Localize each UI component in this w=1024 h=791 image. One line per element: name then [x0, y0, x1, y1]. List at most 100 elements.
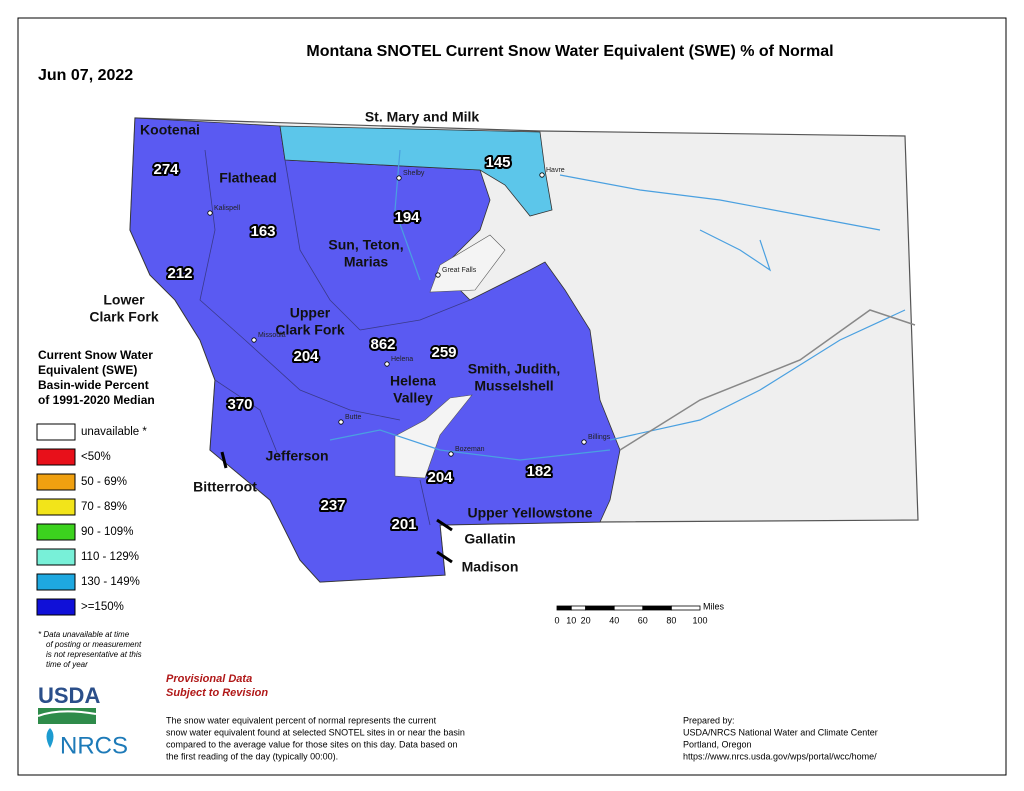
nrcs-text: NRCS — [60, 732, 128, 759]
basin-name: Marias — [344, 254, 389, 270]
basin-value: 370 — [227, 396, 252, 413]
frame — [17, 17, 1007, 776]
basin-boundary — [284, 159, 361, 331]
leader-line — [436, 518, 453, 532]
description: snow water equivalent found at selected … — [166, 727, 465, 737]
leader-line — [220, 451, 228, 469]
city-label: Butte — [345, 414, 361, 421]
scale-segment — [556, 605, 572, 611]
river — [559, 174, 881, 231]
legend-swatch — [36, 473, 76, 491]
highway — [619, 309, 916, 451]
city-label: Shelby — [403, 170, 425, 177]
basin-name: Helena — [390, 373, 436, 389]
prepared-by: USDA/NRCS National Water and Climate Cen… — [683, 727, 878, 737]
city-marker — [435, 272, 441, 278]
basin-fill-130 — [279, 125, 553, 217]
basin-name: Smith, Judith, — [468, 361, 561, 377]
description: The snow water equivalent percent of nor… — [166, 715, 437, 725]
basin-name: Upper — [290, 305, 331, 321]
nrcs-drop — [46, 728, 54, 748]
city-marker — [396, 175, 402, 181]
basin-value: 163 — [250, 223, 275, 240]
basin-value: 862 — [370, 336, 395, 353]
basin-name: Gallatin — [464, 531, 515, 547]
description: compared to the average value for those … — [166, 739, 458, 749]
basin-value: 259 — [431, 344, 456, 361]
scale-segment — [585, 605, 615, 611]
basin-boundaries — [199, 149, 471, 526]
river — [394, 149, 421, 281]
basin-value: 145 — [485, 154, 510, 171]
provisional-note: Provisional Data — [166, 673, 252, 685]
city-label: Great Falls — [442, 267, 477, 274]
legend-swatch — [36, 598, 76, 616]
legend-swatch — [36, 573, 76, 591]
leader-line — [436, 550, 453, 564]
basin-value: 182 — [526, 463, 551, 480]
basin-name: Bitterroot — [193, 479, 257, 495]
basin-name: Madison — [462, 559, 519, 575]
usda-text: USDA — [38, 683, 100, 708]
scale-segment — [642, 605, 672, 611]
river — [329, 429, 611, 461]
leader-lines — [220, 451, 453, 564]
provisional-note: Subject to Revision — [166, 687, 268, 699]
basin-value: 212 — [167, 265, 192, 282]
scale-tick-label: 80 — [666, 615, 676, 625]
basin-fill-high — [129, 117, 621, 583]
basin-boundary — [214, 379, 281, 461]
legend-label: 130 - 149% — [81, 576, 140, 588]
city-label: Billings — [588, 434, 611, 441]
city-marker — [581, 439, 587, 445]
legend-swatch — [36, 498, 76, 516]
legend-label: unavailable * — [81, 426, 147, 438]
city-marker — [251, 337, 257, 343]
prepared-by: https://www.nrcs.usda.gov/wps/portal/wcc… — [683, 751, 877, 761]
basin-value: 194 — [394, 209, 420, 226]
river — [609, 309, 906, 441]
basin-name: Kootenai — [140, 122, 200, 138]
city-marker — [448, 451, 454, 457]
description: the first reading of the day (typically … — [166, 751, 338, 761]
city-label: Helena — [391, 356, 413, 363]
scale-tick-label: 40 — [609, 615, 619, 625]
basin-name: Flathead — [219, 170, 277, 186]
legend-label: <50% — [81, 451, 111, 463]
basin-value: 274 — [153, 161, 179, 178]
basin-name: St. Mary and Milk — [365, 109, 480, 125]
usda-logo: USDA NRCS — [37, 683, 128, 759]
basin-value: 204 — [427, 469, 453, 486]
state-map — [129, 117, 919, 583]
legend-label: 90 - 109% — [81, 526, 133, 538]
unavailable-patch — [429, 234, 506, 293]
basin-name: Clark Fork — [89, 309, 158, 325]
basin-value: 237 — [320, 497, 345, 514]
basin-name: Musselshell — [474, 378, 553, 394]
legend-label: 110 - 129% — [81, 551, 139, 563]
footnote: time of year — [46, 660, 88, 669]
usda-stripes — [38, 708, 96, 724]
river — [699, 229, 772, 272]
city-label: Bozeman — [455, 446, 485, 453]
basin-name: Sun, Teton, — [328, 237, 403, 253]
prepared-by: Prepared by: — [683, 715, 735, 725]
legend-swatch — [36, 423, 76, 441]
footnote: of posting or measurement — [46, 640, 142, 649]
usda-wave — [37, 710, 97, 717]
unavailable-patch — [394, 394, 473, 479]
legend-label: 70 - 89% — [81, 501, 127, 513]
legend-title: Basin-wide Percent — [38, 378, 149, 392]
basin-name: Jefferson — [265, 448, 328, 464]
scale-segment — [613, 605, 644, 611]
map-title: Montana SNOTEL Current Snow Water Equiva… — [306, 43, 833, 60]
legend-swatch — [36, 523, 76, 541]
scale-tick-label: 20 — [581, 615, 591, 625]
map-date: Jun 07, 2022 — [38, 67, 133, 84]
basin-value: 201 — [391, 516, 416, 533]
scale-tick-label: 60 — [638, 615, 648, 625]
city-marker — [384, 361, 390, 367]
scale-tick-label: 0 — [554, 615, 559, 625]
legend-label: 50 - 69% — [81, 476, 127, 488]
